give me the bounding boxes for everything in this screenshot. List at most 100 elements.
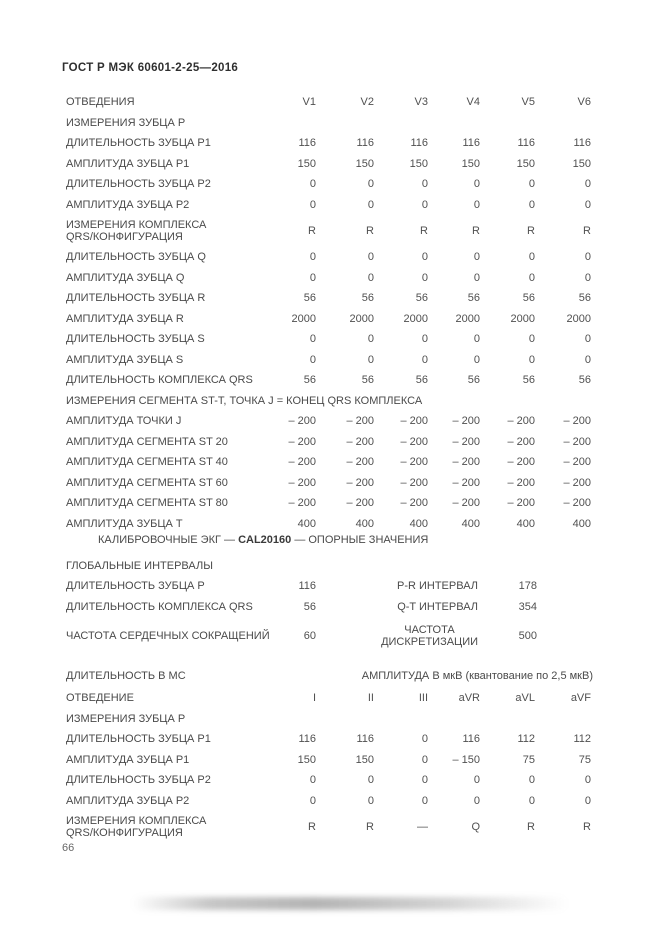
table-row: ИЗМЕРЕНИЯ КОМПЛЕКСА QRS/КОНФИГУРАЦИЯ R R — Q… bbox=[66, 811, 591, 843]
table-row: ДЛИТЕЛЬНОСТЬ ЗУБЦА P1 116 116 116 116 116 116 bbox=[66, 133, 591, 154]
value-cell: – 200 bbox=[507, 476, 535, 489]
table-header-row: ОТВЕДЕНИЕ I II III aVR aVL aVF bbox=[66, 688, 591, 709]
table-row: ДЛИТЕЛЬНОСТЬ ЗУБЦА S 0 0 0 0 0 0 bbox=[66, 329, 591, 350]
row-label: ДЛИТЕЛЬНОСТЬ ЗУБЦА P2 bbox=[66, 178, 211, 191]
units-row: ДЛИТЕЛЬНОСТЬ В МС АМПЛИТУДА В мкВ (квант… bbox=[66, 666, 593, 686]
value-cell: 56 bbox=[303, 600, 316, 613]
value-cell: 56 bbox=[578, 374, 591, 387]
value-cell: R bbox=[527, 821, 535, 833]
value-cell: – 200 bbox=[507, 435, 535, 448]
value-cell: 75 bbox=[522, 753, 535, 766]
value-cell: 0 bbox=[528, 198, 535, 211]
value-cell: 0 bbox=[309, 774, 316, 787]
table-row: АМПЛИТУДА ТОЧКИ J – 200 – 200 – 200 – 200 – 2… bbox=[66, 411, 591, 432]
value-cell: 2000 bbox=[291, 312, 316, 325]
section-label: ИЗМЕРЕНИЯ ЗУБЦА P bbox=[66, 116, 186, 129]
value-cell: R bbox=[308, 225, 316, 237]
row-label: ДЛИТЕЛЬНОСТЬ ЗУБЦА P1 bbox=[66, 733, 211, 746]
value-cell: 500 bbox=[518, 630, 537, 642]
value-cell: R bbox=[420, 225, 428, 237]
value-cell: – 150 bbox=[452, 753, 480, 766]
value-cell: 400 bbox=[572, 517, 591, 530]
table-row: АМПЛИТУДА ЗУБЦА Т 400 400 400 400 400 400 bbox=[66, 514, 591, 535]
value-cell: 0 bbox=[528, 794, 535, 807]
value-cell: 0 bbox=[421, 271, 428, 284]
calibration-prefix: КАЛИБРОВОЧНЫЕ ЭКГ — bbox=[98, 534, 239, 546]
column-header: aVF bbox=[570, 692, 591, 705]
value-cell: 400 bbox=[355, 517, 374, 530]
value-cell: 0 bbox=[584, 333, 591, 346]
value-cell: – 200 bbox=[288, 435, 316, 448]
v-leads-table: ОТВЕДЕНИЯ V1 V2 V3 V4 V5 V6 ИЗМЕРЕНИЯ ЗУБЦА P ДЛ… bbox=[66, 92, 591, 534]
row-label: ДЛИТЕЛЬНОСТЬ ЗУБЦА P bbox=[66, 580, 205, 593]
value-cell: 0 bbox=[309, 794, 316, 807]
value-cell: 2000 bbox=[403, 312, 428, 325]
value-cell: – 200 bbox=[400, 415, 428, 428]
value-cell: 116 bbox=[298, 580, 316, 593]
value-cell: 116 bbox=[517, 137, 535, 150]
value-cell: – 200 bbox=[346, 497, 374, 510]
value-cell: 0 bbox=[421, 733, 428, 746]
value-cell: – 200 bbox=[452, 497, 480, 510]
value-cell: 0 bbox=[473, 251, 480, 264]
row-label: ДЛИТЕЛЬНОСТЬ КОМПЛЕКСА QRS bbox=[66, 600, 253, 613]
value-cell: 0 bbox=[473, 333, 480, 346]
value-cell: 0 bbox=[528, 251, 535, 264]
value-cell: 56 bbox=[522, 374, 535, 387]
column-header: III bbox=[418, 692, 428, 705]
value-cell: – 200 bbox=[288, 456, 316, 469]
value-cell: R bbox=[366, 225, 374, 237]
value-cell: 0 bbox=[528, 178, 535, 191]
table-row: АМПЛИТУДА СЕГМЕНТА ST 40 – 200 – 200 – 200 –… bbox=[66, 452, 591, 473]
table-row: ДЛИТЕЛЬНОСТЬ КОМПЛЕКСА QRS 56 56 56 56 56 56 bbox=[66, 370, 591, 391]
page-title: ГОСТ Р МЭК 60601-2-25—2016 bbox=[62, 62, 239, 74]
table-header-row: ОТВЕДЕНИЯ V1 V2 V3 V4 V5 V6 bbox=[66, 92, 591, 113]
column-header: aVL bbox=[515, 692, 535, 705]
row-label: ОТВЕДЕНИЕ bbox=[66, 692, 134, 705]
limb-leads-table: ОТВЕДЕНИЕ I II III aVR aVL aVF ИЗМЕРЕНИЯ ЗУБЦА … bbox=[66, 688, 591, 843]
row-label: АМПЛИТУДА СЕГМЕНТА ST 80 bbox=[66, 497, 228, 510]
row-label: ДЛИТЕЛЬНОСТЬ ЗУБЦА S bbox=[66, 333, 205, 346]
value-cell: 56 bbox=[361, 374, 374, 387]
value-cell: 0 bbox=[528, 271, 535, 284]
value-cell: – 200 bbox=[452, 415, 480, 428]
value-cell: 0 bbox=[309, 333, 316, 346]
value-cell: 0 bbox=[367, 178, 374, 191]
value-cell: 0 bbox=[421, 178, 428, 191]
value-cell: – 200 bbox=[563, 476, 591, 489]
value-cell: 56 bbox=[415, 292, 428, 305]
row-label: ЧАСТОТА СЕРДЕЧНЫХ СОКРАЩЕНИЙ bbox=[66, 630, 270, 642]
value-cell: 60 bbox=[303, 630, 316, 642]
value-cell: 354 bbox=[518, 600, 537, 613]
value-cell: 116 bbox=[462, 733, 480, 746]
value-cell: 0 bbox=[584, 271, 591, 284]
value-cell: 400 bbox=[461, 517, 480, 530]
row-label: ДЛИТЕЛЬНОСТЬ ЗУБЦА R bbox=[66, 292, 206, 305]
value-cell: 116 bbox=[356, 733, 374, 746]
value-cell: 0 bbox=[309, 198, 316, 211]
column-header: V6 bbox=[577, 96, 591, 109]
value-cell: 116 bbox=[410, 137, 428, 150]
table-row: АМПЛИТУДА ЗУБЦА P1 150 150 0 – 150 75 75 bbox=[66, 750, 591, 771]
value-cell: 56 bbox=[303, 292, 316, 305]
value-cell: – 200 bbox=[507, 415, 535, 428]
value-cell: 112 bbox=[517, 733, 535, 746]
value-cell: 2000 bbox=[349, 312, 374, 325]
value-cell: 0 bbox=[421, 198, 428, 211]
value-cell: R bbox=[527, 225, 535, 237]
value-cell: 0 bbox=[309, 271, 316, 284]
column-header: V4 bbox=[466, 96, 480, 109]
value-cell: Q bbox=[471, 821, 480, 833]
value-cell: 2000 bbox=[455, 312, 480, 325]
value-cell: 0 bbox=[584, 794, 591, 807]
table-row: ИЗМЕРЕНИЯ КОМПЛЕКСА QRS/КОНФИГУРАЦИЯ R R R R… bbox=[66, 215, 591, 247]
row-label: АМПЛИТУДА СЕГМЕНТА ST 60 bbox=[66, 476, 228, 489]
row-label: АМПЛИТУДА ЗУБЦА Т bbox=[66, 517, 183, 530]
value-cell: – 200 bbox=[346, 456, 374, 469]
value-cell: 150 bbox=[355, 157, 374, 170]
value-cell: 0 bbox=[421, 251, 428, 264]
column-header: V3 bbox=[414, 96, 428, 109]
value-cell: – 200 bbox=[507, 456, 535, 469]
value-cell: 56 bbox=[467, 374, 480, 387]
